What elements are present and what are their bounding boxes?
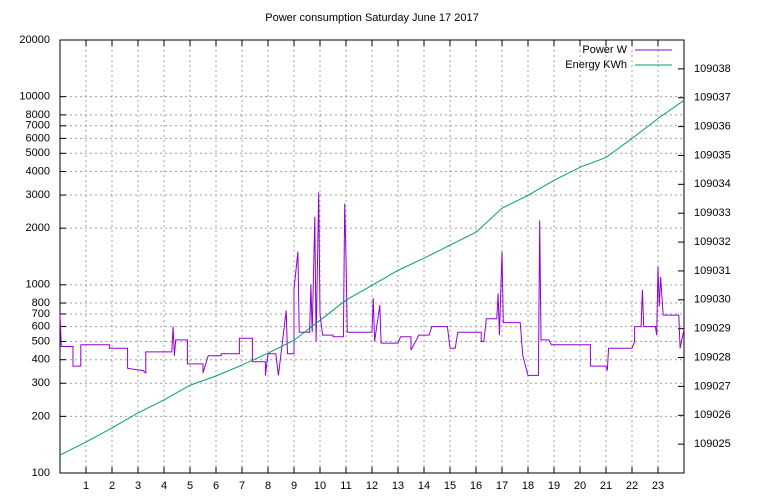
chart-title: Power consumption Saturday June 17 2017: [265, 12, 478, 24]
y-tick-label: 400: [32, 354, 50, 366]
x-tick-label: 21: [600, 480, 612, 492]
y-tick-label: 8000: [26, 109, 50, 121]
x-tick-label: 13: [392, 480, 404, 492]
y2-tick-label: 109032: [694, 236, 731, 248]
y-tick-label: 200: [32, 410, 50, 422]
series-line: [59, 192, 685, 376]
y-tick-label: 4000: [26, 165, 50, 177]
y2-tick-label: 109034: [694, 178, 731, 190]
x-tick-label: 19: [548, 480, 560, 492]
y2-tick-label: 109035: [694, 149, 731, 161]
x-tick-label: 12: [366, 480, 378, 492]
y-tick-label: 6000: [26, 132, 50, 144]
x-tick-label: 10: [314, 480, 326, 492]
legend-label: Power W: [582, 44, 627, 56]
x-tick-label: 6: [213, 480, 219, 492]
y2-tick-label: 109036: [694, 121, 731, 133]
x-tick-label: 17: [496, 480, 508, 492]
y2-tick-label: 109037: [694, 92, 731, 104]
x-tick-label: 14: [418, 480, 430, 492]
legend-label: Energy KWh: [565, 59, 627, 71]
x-tick-label: 9: [291, 480, 297, 492]
y2-tick-label: 109029: [694, 323, 731, 335]
x-tick-label: 2: [109, 480, 115, 492]
y2-tick-label: 109033: [694, 207, 731, 219]
y2-tick-label: 109027: [694, 380, 731, 392]
x-tick-label: 16: [470, 480, 482, 492]
y-tick-label: 7000: [26, 120, 50, 132]
x-tick-label: 4: [161, 480, 167, 492]
y-tick-label: 300: [32, 377, 50, 389]
x-tick-label: 18: [522, 480, 534, 492]
y-tick-label: 2000: [26, 222, 50, 234]
y-tick-label: 20000: [19, 34, 50, 46]
y2-tick-label: 109038: [694, 63, 731, 75]
series-line: [59, 99, 685, 456]
x-tick-label: 5: [187, 480, 193, 492]
y-tick-label: 1000: [26, 279, 50, 291]
x-tick-label: 15: [444, 480, 456, 492]
y-tick-label: 10000: [19, 91, 50, 103]
x-tick-label: 20: [574, 480, 586, 492]
y-tick-label: 800: [32, 297, 50, 309]
y-tick-label: 100: [32, 467, 50, 479]
x-tick-label: 1: [83, 480, 89, 492]
y2-tick-label: 109026: [694, 409, 731, 421]
y2-tick-label: 109028: [694, 351, 731, 363]
y2-tick-label: 109025: [694, 438, 731, 450]
x-tick-label: 23: [652, 480, 664, 492]
x-tick-label: 11: [340, 480, 351, 492]
y-tick-label: 5000: [26, 147, 50, 159]
y-tick-label: 600: [32, 320, 50, 332]
plot-border: [59, 39, 685, 474]
y2-tick-label: 109031: [694, 265, 731, 277]
y2-tick-label: 109030: [694, 294, 731, 306]
y-tick-label: 3000: [26, 189, 50, 201]
y-tick-label: 700: [32, 308, 50, 320]
y-tick-label: 500: [32, 335, 50, 347]
x-tick-label: 7: [239, 480, 245, 492]
x-tick-label: 22: [626, 480, 638, 492]
x-tick-label: 3: [135, 480, 141, 492]
x-tick-label: 8: [265, 480, 271, 492]
